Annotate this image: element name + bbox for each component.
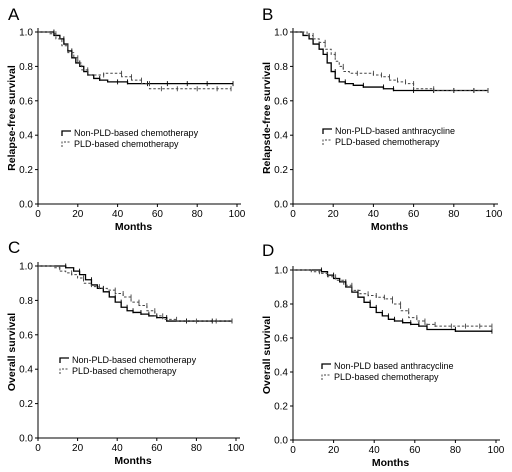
y-tick-label: 0.4	[19, 365, 33, 376]
y-tick-label: 0.0	[274, 436, 288, 447]
y-tick-label: 0.8	[19, 296, 33, 307]
x-tick-label: 80	[448, 209, 460, 220]
legend-label: Non-PLD based anthracycline	[334, 361, 454, 371]
x-tick-label: 0	[290, 209, 296, 220]
legend-item: Non-PLD based anthracycline	[321, 361, 454, 371]
legend-item: Non-PLD-based chemotherapy	[61, 128, 199, 138]
series-line-dashed	[38, 265, 233, 322]
x-tick-label: 80	[191, 443, 203, 454]
series-line-solid	[293, 31, 488, 92]
chart-panel-c: C 0.0 0.2 0.4 0.6 0.8 1.0 0 20 40 60 80 100 Months Ove…	[6, 238, 245, 467]
series-line-solid	[38, 31, 234, 85]
legend-label: PLD-based chemotherapy	[74, 139, 179, 149]
y-tick-label: 1.0	[274, 266, 288, 277]
y-tick-label: 0.4	[274, 368, 288, 379]
legend-swatch-solid	[61, 130, 71, 136]
x-tick-label: 60	[151, 443, 163, 454]
legend-swatch-dashed	[321, 374, 331, 380]
y-tick-label: 0.2	[19, 399, 33, 410]
x-tick-label: 20	[72, 443, 84, 454]
x-tick-label: 100	[486, 209, 503, 220]
y-tick-label: 0.8	[274, 300, 288, 311]
x-tick-label: 60	[409, 445, 421, 456]
panel-label: C	[8, 238, 20, 257]
x-tick-label: 20	[328, 445, 340, 456]
x-tick-label: 80	[192, 209, 204, 220]
legend-label: Non-PLD-based anthracycline	[335, 126, 455, 136]
panel-label: D	[262, 241, 274, 260]
legend-item: PLD-based chemotherapy	[322, 137, 440, 147]
y-axis-label: Relapsde-free survival	[261, 62, 273, 174]
y-tick-label: 0.6	[274, 334, 288, 345]
x-tick-label: 60	[152, 209, 164, 220]
x-axis-label: Months	[371, 221, 408, 233]
y-tick-label: 1.0	[274, 28, 288, 39]
chart-panel-d: D 0.0 0.2 0.4 0.6 0.8 1.0 0 20 40 60 80 100 Months Ove…	[261, 241, 505, 469]
legend-swatch-dashed	[59, 368, 69, 374]
legend-swatch-solid	[321, 363, 331, 369]
legend-item: Non-PLD-based anthracycline	[322, 126, 455, 136]
y-tick-label: 0.6	[19, 96, 33, 107]
y-tick-label: 0.4	[274, 131, 288, 142]
x-tick-label: 40	[368, 209, 380, 220]
x-axis-label: Months	[114, 455, 151, 467]
chart-panel-b: B 0.0 0.2 0.4 0.6 0.8 1.0 0 20 40 60 80 100 Months Rel…	[261, 5, 503, 233]
series-line-dashed	[38, 31, 232, 90]
y-tick-label: 0.2	[19, 165, 33, 176]
y-tick-label: 0.4	[19, 131, 33, 142]
x-tick-label: 80	[450, 445, 462, 456]
legend-item: PLD-based chemotherapy	[61, 139, 179, 149]
legend-label: PLD-based chemotherapy	[334, 372, 439, 382]
legend-item: Non-PLD-based chemotherapy	[59, 355, 197, 365]
y-axis-label: Overall survival	[6, 313, 18, 391]
x-tick-label: 40	[369, 445, 381, 456]
series-line-solid	[38, 265, 233, 322]
x-tick-label: 40	[112, 209, 124, 220]
y-tick-label: 0.8	[19, 62, 33, 73]
legend-label: Non-PLD-based chemotherapy	[74, 128, 199, 138]
x-tick-label: 100	[488, 445, 505, 456]
y-tick-label: 0.8	[274, 62, 288, 73]
x-tick-label: 100	[229, 209, 246, 220]
x-tick-label: 60	[408, 209, 420, 220]
legend-label: Non-PLD-based chemotherapy	[72, 355, 197, 365]
y-tick-label: 0.2	[274, 165, 288, 176]
legend-label: PLD-based chemotherapy	[72, 366, 177, 376]
y-tick-label: 1.0	[19, 262, 33, 273]
series-line-dashed	[293, 31, 488, 91]
x-axis-label: Months	[115, 221, 152, 233]
x-tick-label: 20	[328, 209, 340, 220]
legend-item: PLD-based chemotherapy	[321, 372, 439, 382]
x-tick-label: 20	[72, 209, 84, 220]
legend-label: PLD-based chemotherapy	[335, 137, 440, 147]
legend-swatch-solid	[322, 128, 332, 134]
y-axis-label: Overall survival	[261, 316, 273, 394]
y-tick-label: 0.6	[19, 330, 33, 341]
legend-item: PLD-based chemotherapy	[59, 366, 177, 376]
x-tick-label: 0	[35, 209, 41, 220]
y-tick-label: 1.0	[19, 28, 33, 39]
legend-swatch-solid	[59, 357, 69, 363]
panel-label: A	[8, 5, 20, 24]
x-axis-label: Months	[372, 457, 409, 469]
x-tick-label: 0	[35, 443, 41, 454]
y-tick-label: 0.0	[19, 200, 33, 211]
y-tick-label: 0.0	[19, 434, 33, 445]
legend-swatch-dashed	[322, 139, 332, 145]
chart-panel-a: A 0.0 0.2 0.4 0.6 0.8 1.0 0 20 40 60 80 100 Months Rel…	[6, 5, 246, 233]
y-tick-label: 0.6	[274, 96, 288, 107]
x-tick-label: 40	[112, 443, 124, 454]
y-tick-label: 0.0	[274, 200, 288, 211]
y-axis-label: Relapse-free survival	[6, 65, 18, 171]
panel-label: B	[262, 5, 273, 24]
y-tick-label: 0.2	[274, 402, 288, 413]
legend-swatch-dashed	[61, 141, 71, 147]
x-tick-label: 100	[228, 443, 245, 454]
x-tick-label: 0	[290, 445, 296, 456]
